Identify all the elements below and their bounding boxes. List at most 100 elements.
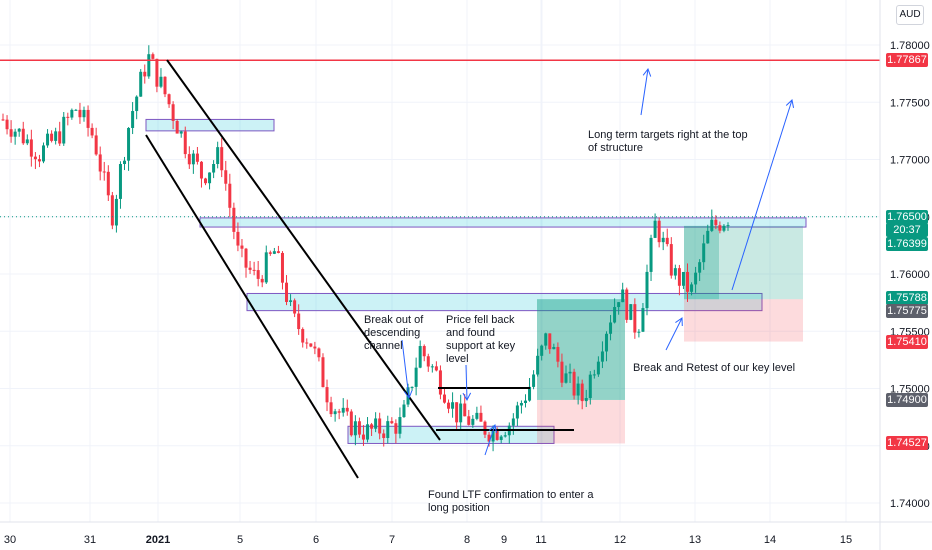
candle-body	[46, 133, 50, 146]
target-arrow-1	[640, 67, 652, 116]
price-axis[interactable]: 1.780001.775001.770001.765001.760001.755…	[879, 0, 932, 550]
candle-body	[694, 272, 698, 285]
candle-body	[609, 322, 613, 334]
time-tick-label: 13	[689, 534, 701, 546]
time-tick-label: 11	[535, 534, 546, 546]
candle-body	[216, 147, 220, 164]
candle-body	[588, 374, 592, 399]
price-tick-label: 1.76000	[890, 269, 930, 281]
candle-body	[390, 421, 394, 424]
channel-lower-line	[145, 134, 359, 479]
candle-body	[394, 423, 398, 434]
annotation-retest: Break and Retest of our key level	[633, 362, 795, 374]
candle-body	[220, 147, 224, 171]
candle-body	[345, 407, 349, 412]
target-arrow-2	[731, 99, 795, 291]
candle-body	[653, 220, 657, 238]
candle-body	[175, 120, 179, 134]
annotation-ltf: Found LTF confirmation to enter a long p…	[428, 489, 597, 514]
price-tick-label: 1.75000	[890, 384, 930, 396]
candle-body	[487, 434, 491, 442]
time-tick-label: 31	[84, 534, 96, 546]
fellback-arrow	[462, 364, 472, 402]
candle-body	[264, 252, 268, 283]
candle-body	[378, 418, 382, 434]
candle-body	[353, 421, 357, 436]
candle-body	[289, 300, 293, 302]
candle-body	[58, 131, 62, 144]
candle-body	[86, 109, 90, 128]
candle-body	[195, 153, 199, 162]
trade-stop-zone	[537, 399, 625, 444]
candle-body	[151, 54, 155, 59]
candle-body	[576, 383, 580, 396]
candle-body	[167, 94, 171, 105]
candle-body	[268, 252, 272, 254]
candle-body	[366, 424, 370, 440]
candle-body	[179, 131, 183, 134]
candle-body	[228, 183, 232, 208]
time-tick-label: 7	[389, 534, 395, 546]
candle-body	[114, 198, 118, 226]
time-tick-label: 14	[764, 534, 776, 546]
time-tick-label: 2021	[146, 534, 170, 546]
candle-body	[710, 219, 714, 231]
candle-body	[155, 58, 159, 87]
candle-body	[357, 421, 361, 435]
annotation-ltf-line2: long position	[428, 502, 490, 514]
candle-body	[301, 329, 305, 343]
candle-body	[272, 251, 276, 254]
arrow-head	[488, 424, 497, 433]
candle-body	[260, 278, 264, 283]
candle-body	[702, 243, 706, 263]
candle-body	[698, 262, 702, 273]
candle-body	[451, 402, 455, 409]
time-tick-label: 5	[237, 534, 243, 546]
annotation-breakout-line1: Break out of	[364, 314, 424, 326]
candle-body	[382, 433, 386, 439]
candle-body	[418, 346, 422, 368]
candle-body	[337, 411, 341, 413]
candle-body	[187, 154, 191, 165]
arrow-head	[675, 317, 683, 327]
price-tag: 1.74900	[886, 392, 928, 407]
candle-body	[248, 267, 252, 270]
candle-body	[685, 271, 689, 292]
candle-body	[82, 109, 86, 118]
arrow-shaft	[484, 424, 496, 456]
candle-body	[325, 387, 329, 403]
time-axis[interactable]: 30 31 2021 5 6 7 8 9 11 12 13 14 15	[0, 521, 932, 546]
candle-body	[629, 304, 633, 320]
price-tag: 1.76399	[886, 236, 928, 251]
arrow-head	[642, 67, 652, 77]
candle-body	[503, 435, 507, 437]
candle-body	[118, 164, 122, 199]
candle-body	[33, 156, 37, 160]
candle-body	[127, 127, 131, 161]
candle-body	[552, 346, 556, 350]
breakout-arrow	[401, 339, 413, 400]
price-tag: 1.75788	[886, 291, 928, 306]
candle-body	[293, 300, 297, 314]
annotation-fellback: Price fell back and found support at key…	[446, 314, 518, 365]
candle-body	[276, 251, 280, 253]
time-tick-label: 8	[464, 534, 470, 546]
candle-body	[139, 71, 143, 97]
candle-body	[74, 109, 78, 111]
annotation-targets-line1: Long term targets right at the top	[588, 129, 748, 141]
candle-body	[37, 159, 41, 162]
candle-body	[309, 343, 313, 347]
candle-body	[459, 403, 463, 423]
candle-body	[673, 268, 677, 276]
candle-body	[131, 111, 135, 128]
candle-body	[706, 230, 710, 244]
candle-body	[677, 268, 681, 286]
candle-body	[106, 171, 110, 196]
candle-body	[475, 412, 479, 419]
currency-label[interactable]: AUD	[896, 5, 924, 25]
candle-body	[90, 127, 94, 136]
candle-body	[285, 282, 289, 302]
candle-body	[722, 225, 726, 231]
candle-body	[329, 402, 333, 415]
